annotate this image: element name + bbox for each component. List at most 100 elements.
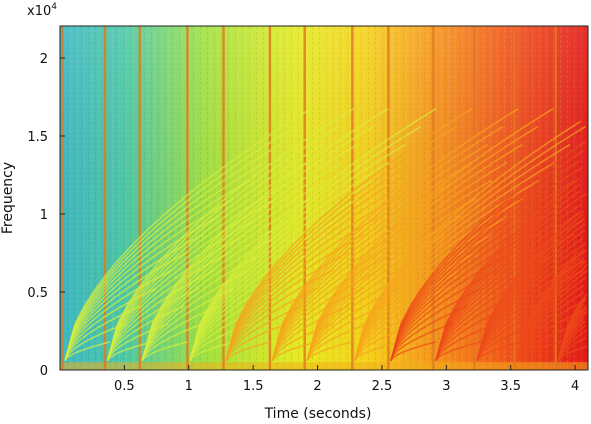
x-tick-label: 0.5 <box>114 379 135 394</box>
harmonic-sweep <box>106 341 153 362</box>
plot-area <box>60 26 588 370</box>
harmonic-sweep <box>516 291 585 361</box>
harmonic-sweep <box>516 298 587 361</box>
harmonic-sweep <box>106 179 293 361</box>
harmonic-sweep <box>271 215 427 361</box>
harmonic-sweep <box>354 120 581 361</box>
harmonic-sweep <box>390 150 584 361</box>
y-tick-label: 0 <box>40 364 48 379</box>
x-tick-label: 3 <box>442 379 450 394</box>
harmonic-sweep <box>306 233 446 361</box>
harmonic-sweep <box>271 179 458 361</box>
harmonic-sweep <box>141 108 389 361</box>
harmonic-sweep <box>271 143 489 361</box>
harmonic-sweep <box>306 108 554 361</box>
harmonic-sweep <box>225 179 411 361</box>
harmonic-sweep <box>390 215 545 361</box>
harmonic-sweep <box>64 323 126 361</box>
harmonic-sweep <box>64 269 173 361</box>
harmonic-sweep <box>64 143 281 361</box>
harmonic-sweep <box>390 341 437 362</box>
harmonic-sweep <box>354 161 555 361</box>
harmonic-sweep <box>476 211 581 361</box>
harmonic-sweep <box>106 215 262 361</box>
harmonic-sweep <box>390 197 561 361</box>
harmonic-sweep <box>64 251 188 361</box>
harmonic-sweep <box>306 179 492 361</box>
x-tick-label: 3.5 <box>500 379 521 394</box>
harmonic-sweep <box>354 125 586 361</box>
harmonic-sweep <box>225 161 427 361</box>
harmonic-sweep <box>557 345 587 362</box>
harmonic-sweep <box>390 179 576 361</box>
harmonic-sweep <box>64 125 297 361</box>
harmonic-sweep <box>106 161 308 361</box>
y-axis-multiplier: x104 <box>27 2 57 19</box>
harmonic-sweep <box>354 341 401 362</box>
harmonic-sweep <box>225 341 272 362</box>
harmonic-sweep <box>141 233 281 361</box>
harmonic-sweep <box>435 210 585 361</box>
harmonic-sweep <box>106 197 277 361</box>
harmonic-sweep <box>516 341 563 362</box>
x-tick-label: 1 <box>185 379 193 394</box>
harmonic-sweep <box>306 143 523 361</box>
y-axis-label: Frequency <box>0 162 16 234</box>
harmonic-sweep <box>557 336 587 361</box>
harmonic-sweep <box>271 108 519 361</box>
harmonic-sweep <box>306 341 353 362</box>
harmonic-sweep <box>106 108 355 361</box>
harmonic-sweep <box>306 161 508 361</box>
harmonic-sweep <box>141 197 312 361</box>
harmonic-sweep <box>271 233 411 361</box>
harmonic-sweep <box>516 276 587 361</box>
harmonic-sweep <box>476 222 586 361</box>
harmonic-sweep <box>390 140 587 361</box>
harmonic-sweep <box>516 284 584 361</box>
harmonic-sweep <box>271 341 318 362</box>
harmonic-sweep <box>106 143 324 361</box>
harmonic-sweep <box>64 161 266 361</box>
harmonic-sweep <box>476 242 587 361</box>
y-axis: 0 0.5 1 1.5 2 <box>27 52 65 379</box>
harmonic-sweep <box>225 197 396 361</box>
harmonic-sweep <box>557 329 588 361</box>
harmonic-sweep <box>64 179 250 361</box>
harmonic-sweep <box>271 161 473 361</box>
harmonic-sweep <box>435 177 580 361</box>
harmonic-sweep <box>225 251 349 361</box>
harmonic-sweep <box>516 269 588 361</box>
harmonic-sweep <box>390 269 499 361</box>
harmonic-sweep <box>189 125 422 361</box>
harmonic-sweep <box>390 166 583 361</box>
harmonic-sweep <box>476 229 586 361</box>
harmonic-sweep <box>225 143 442 361</box>
harmonic-sweep <box>189 161 391 361</box>
y-tick-label: 1 <box>40 208 48 223</box>
harmonic-sweep <box>141 323 204 361</box>
harmonic-sweep <box>516 250 580 361</box>
harmonic-sweep <box>306 197 477 361</box>
harmonic-sweep <box>557 303 580 361</box>
harmonic-sweep <box>106 323 169 361</box>
x-tick-label: 1.5 <box>243 379 264 394</box>
harmonic-sweep <box>106 251 231 361</box>
x-tick-label: 2.5 <box>372 379 393 394</box>
harmonic-sweep <box>390 323 452 361</box>
harmonic-sweep <box>141 179 328 361</box>
plot-frame <box>59 25 589 371</box>
x-axis: 0.5 1 1.5 2 2.5 3 3.5 4 <box>114 365 579 394</box>
harmonic-sweep <box>225 323 287 361</box>
harmonic-sweep <box>435 203 583 361</box>
harmonic-sweep <box>271 197 442 361</box>
y-tick-label: 1.5 <box>27 130 48 145</box>
low-frequency-band <box>60 362 588 370</box>
harmonic-sweep <box>435 183 581 361</box>
harmonic-sweep <box>271 125 504 361</box>
harmonic-sweep <box>306 323 369 361</box>
harmonic-sweep <box>306 125 539 361</box>
harmonic-sweep <box>64 341 111 362</box>
harmonic-sweep <box>225 125 458 361</box>
x-axis-label: Time (seconds) <box>264 406 372 422</box>
